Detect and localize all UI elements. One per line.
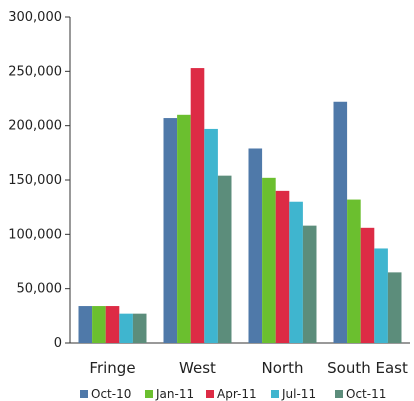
y-axis: 0 50,000 100,000 150,000 200,000 250,000 300,0… bbox=[8, 10, 71, 351]
legend-label: Apr-11 bbox=[217, 387, 257, 401]
legend-swatch bbox=[80, 390, 88, 398]
bar bbox=[333, 101, 348, 343]
y-tick-label: 0 bbox=[54, 336, 62, 351]
bar bbox=[119, 313, 133, 343]
x-category-label: South East bbox=[327, 359, 408, 377]
legend-label: Jul-11 bbox=[281, 387, 316, 401]
bar bbox=[217, 175, 232, 343]
legend-label: Jan-11 bbox=[155, 387, 194, 401]
bar bbox=[262, 177, 276, 343]
x-category-label: North bbox=[262, 359, 304, 377]
y-tick-label: 200,000 bbox=[8, 119, 62, 134]
bar bbox=[92, 306, 106, 343]
legend-swatch bbox=[271, 390, 279, 398]
legend: Oct-10 Jan-11 Apr-11 Jul-11 Oct-11 bbox=[80, 387, 386, 401]
y-tick-label: 50,000 bbox=[17, 282, 63, 297]
y-tick-label: 100,000 bbox=[8, 227, 62, 242]
bar bbox=[105, 306, 120, 343]
bar bbox=[387, 272, 402, 343]
x-axis: Fringe West North South East bbox=[70, 342, 410, 377]
bar bbox=[132, 313, 147, 343]
legend-swatch bbox=[206, 390, 214, 398]
x-category-label: West bbox=[179, 359, 216, 377]
y-tick-label: 150,000 bbox=[8, 173, 62, 188]
y-tick-label: 300,000 bbox=[8, 10, 62, 25]
bars bbox=[78, 68, 402, 343]
bar bbox=[360, 227, 375, 343]
legend-label: Oct-10 bbox=[91, 387, 131, 401]
bar bbox=[204, 128, 218, 343]
y-tick-label: 250,000 bbox=[8, 64, 62, 79]
bar bbox=[248, 148, 263, 343]
legend-swatch bbox=[145, 390, 153, 398]
bar bbox=[302, 225, 317, 343]
bar bbox=[347, 199, 361, 343]
bar bbox=[190, 68, 205, 343]
bar bbox=[275, 190, 290, 343]
bar bbox=[177, 114, 191, 343]
x-category-label: Fringe bbox=[89, 359, 135, 377]
bar bbox=[374, 248, 388, 343]
bar bbox=[163, 118, 178, 343]
legend-label: Oct-11 bbox=[346, 387, 386, 401]
legend-swatch bbox=[335, 390, 343, 398]
bar bbox=[289, 201, 303, 343]
bar bbox=[78, 306, 93, 343]
